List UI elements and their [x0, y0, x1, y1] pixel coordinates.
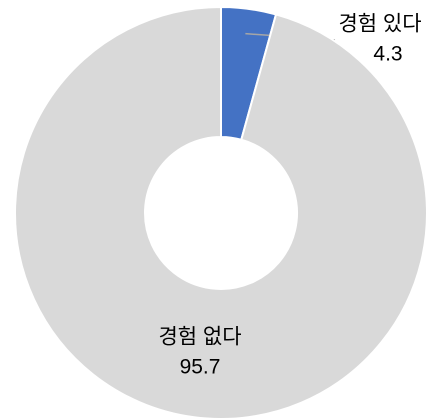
- slice: [14, 5, 428, 419]
- value-label: 95.7: [180, 356, 221, 379]
- slice-label: 경험 없다: [158, 326, 241, 349]
- value-label: 4.3: [373, 43, 402, 66]
- slice-label: 경험 있다: [338, 13, 421, 36]
